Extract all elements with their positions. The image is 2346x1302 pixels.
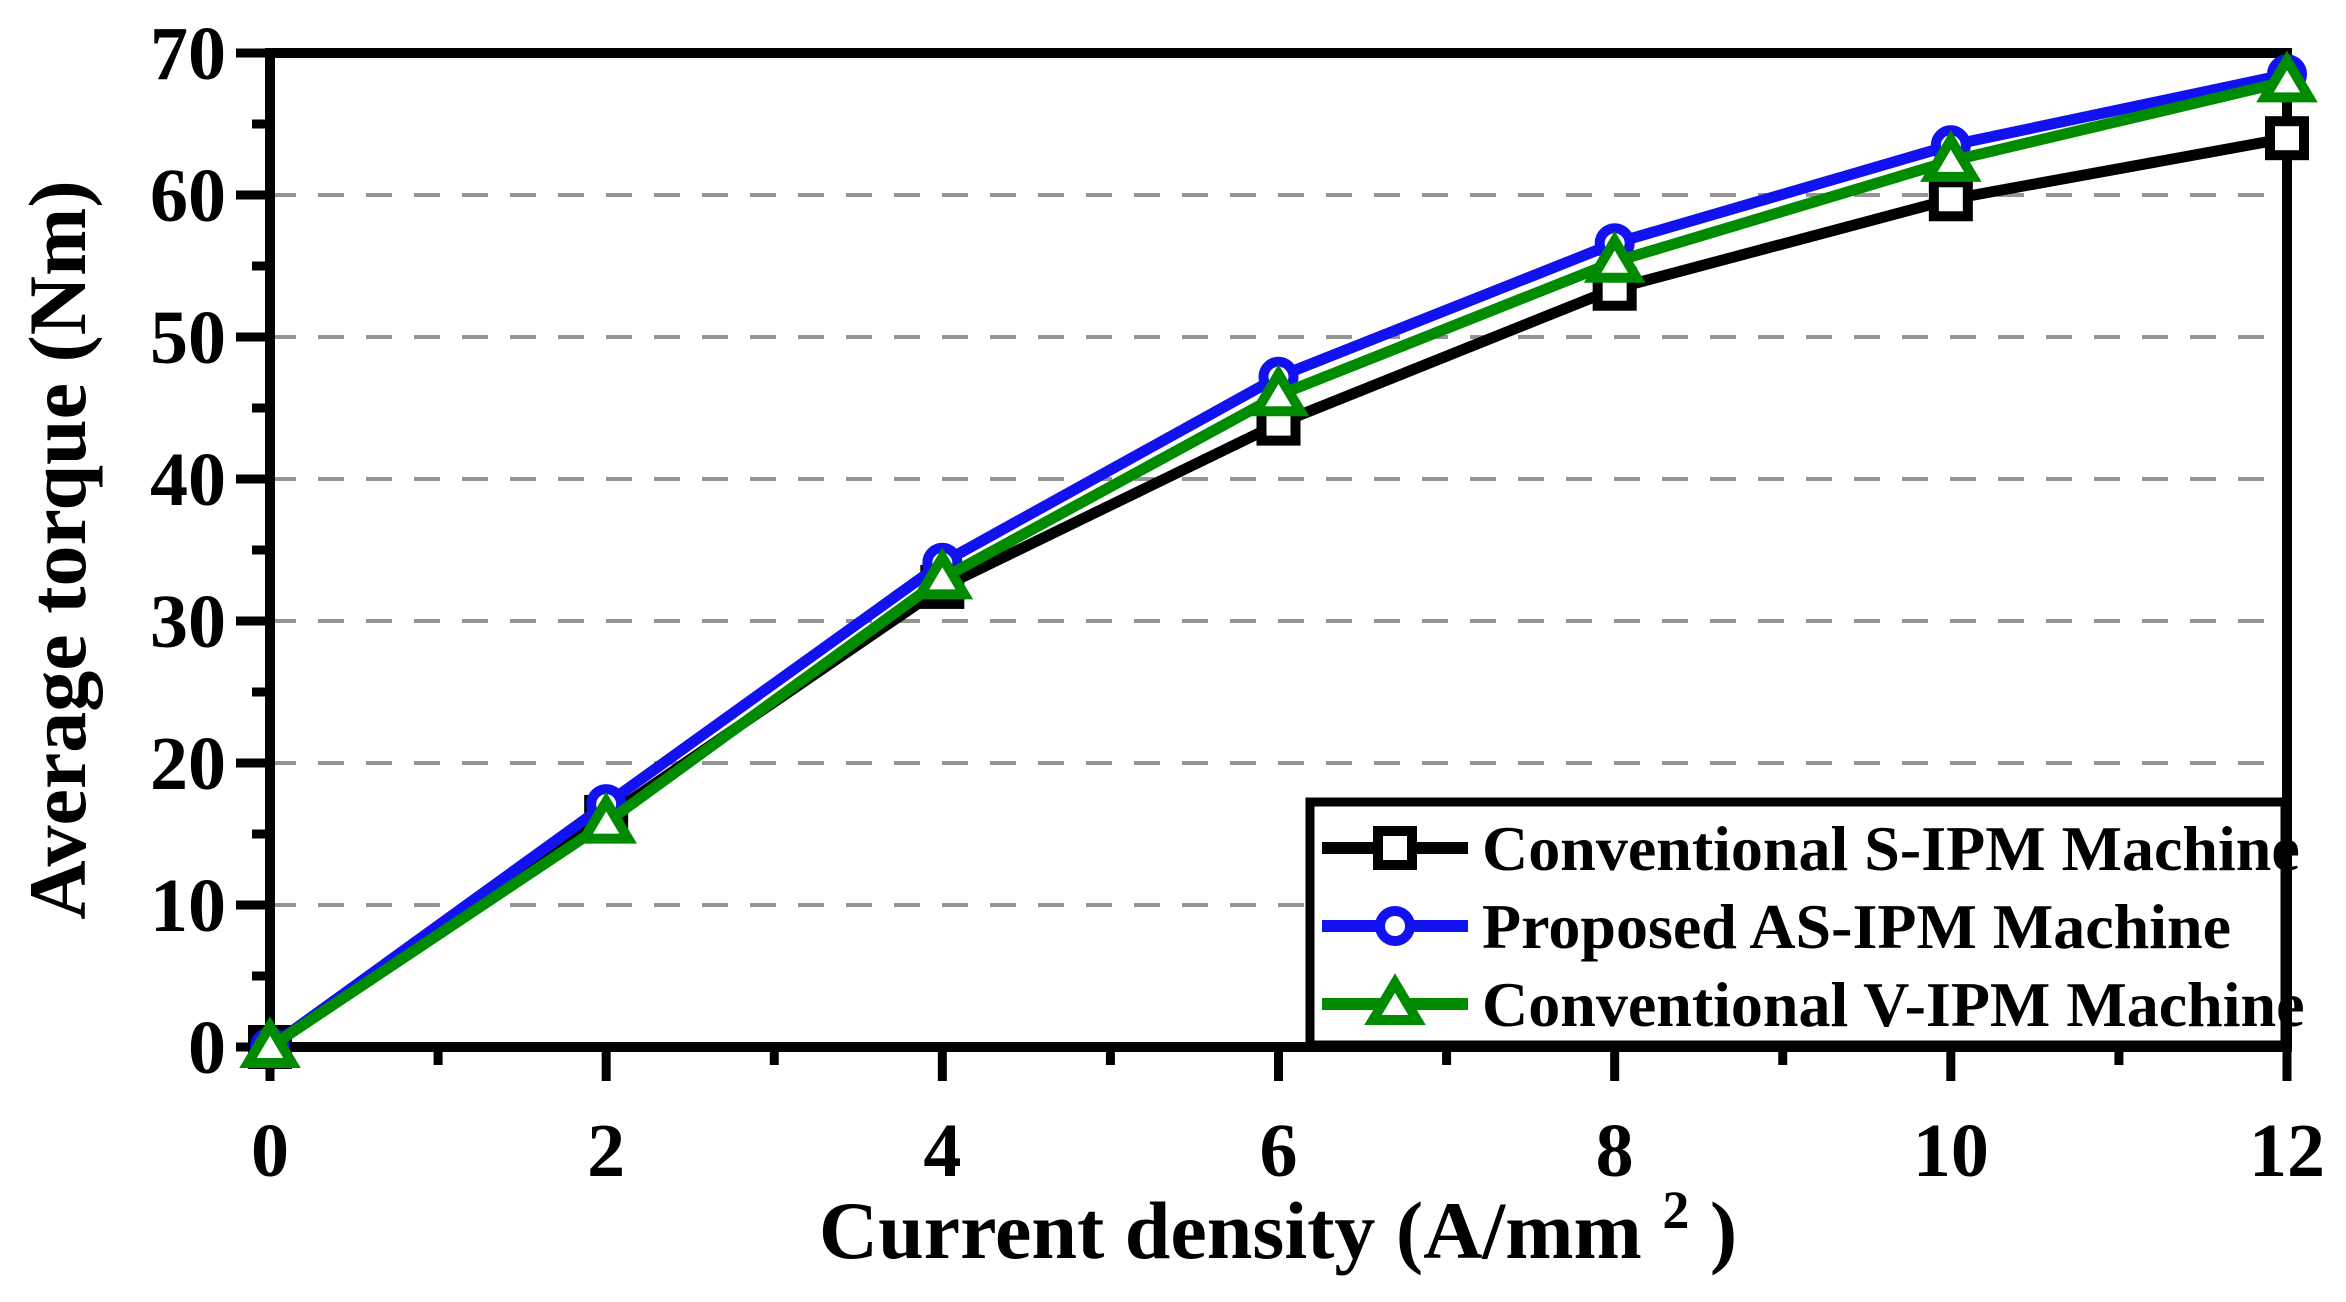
y-tick-label-30: 30 [150,580,226,664]
legend-label-proposed-as-ipm-machine: Proposed AS-IPM Machine [1482,891,2231,962]
series-marker-conventional-v-ipm-machine-x6 [1247,364,1310,417]
x-tick-label-0: 0 [251,1109,289,1193]
y-tick-label-40: 40 [150,438,226,522]
x-tick-label-6: 6 [1260,1109,1298,1193]
y-tick-label-10: 10 [150,864,226,948]
y-tick-label-0: 0 [188,1006,226,1090]
x-tick-label-2: 2 [587,1109,625,1193]
y-tick-label-60: 60 [150,154,226,238]
axis-layer: 0 10 20 30 40 50 60 70 0 2 4 6 8 10 12 [150,12,2325,1193]
x-axis-title: Current density (A/mm 2 ) [819,1155,1737,1276]
series-marker-conventional-v-ipm-machine-x4 [911,547,974,600]
series-marker-conventional-v-ipm-machine-x10 [1920,130,1982,182]
y-tick-label-20: 20 [150,722,226,806]
y-axis-title: Average torque (Nm) [12,180,103,919]
legend-label-conventional-v-ipm-machine: Conventional V-IPM Machine [1482,969,2305,1040]
y-tick-label-50: 50 [150,296,226,380]
legend-marker-conventional-s-ipm-machine [1373,826,1417,870]
x-axis-title-close: ) [1710,1185,1737,1276]
legend-marker-proposed-as-ipm-machine [1375,906,1415,946]
legend-box [1305,797,2290,1050]
series-marker-conventional-v-ipm-machine-x12 [2256,50,2318,103]
x-axis-title-superscript: 2 [1662,1180,1689,1240]
x-tick-label-10: 10 [1913,1109,1989,1193]
x-tick-label-12: 12 [2249,1109,2325,1193]
x-tick-label-4: 4 [923,1109,961,1193]
series-marker-conventional-s-ipm-machine-x10 [1928,177,1973,222]
x-tick-label-8: 8 [1596,1109,1634,1193]
series-marker-conventional-v-ipm-machine-x2 [575,791,637,844]
legend-label-conventional-s-ipm-machine: Conventional S-IPM Machine [1482,813,2300,884]
series-layer [239,50,2318,1069]
x-axis-title-base: Current density (A/mm [819,1185,1642,1276]
series-marker-conventional-v-ipm-machine-x0 [239,1016,301,1068]
legend-marker-conventional-v-ipm-machine [1364,973,1426,1025]
series-marker-conventional-s-ipm-machine-x12 [2265,116,2309,161]
series-marker-conventional-v-ipm-machine-x8 [1583,230,1646,283]
y-tick-label-70: 70 [150,12,226,96]
